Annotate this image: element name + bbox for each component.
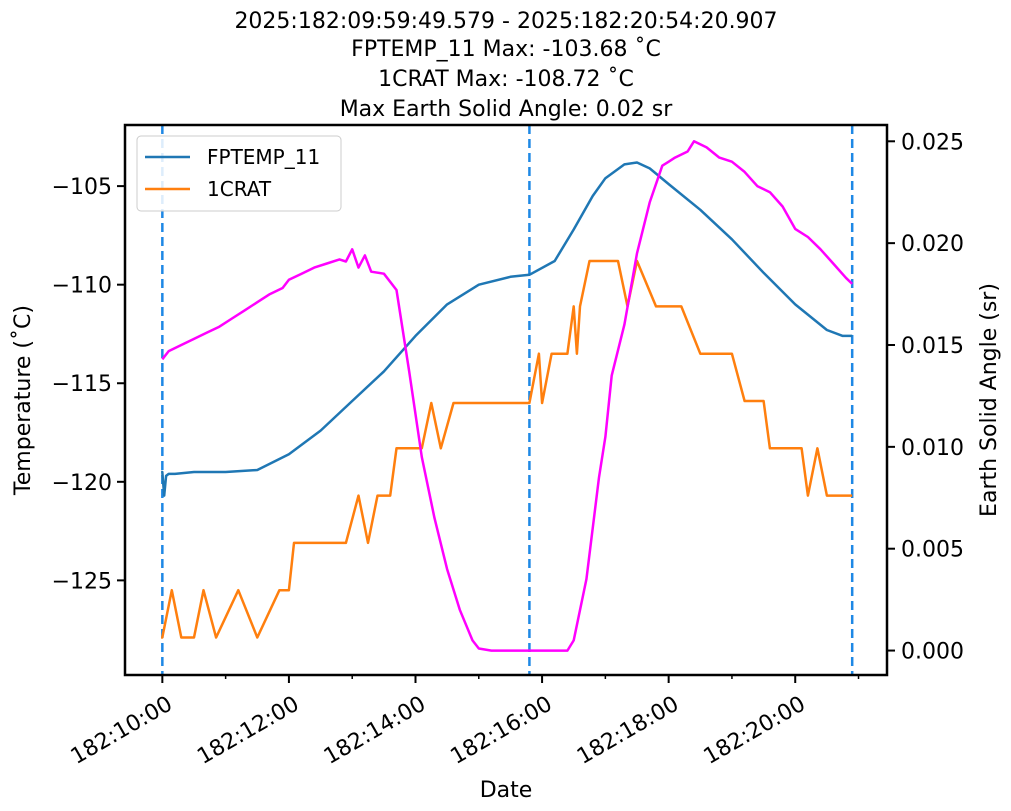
y-tick-label: −110 bbox=[52, 274, 112, 299]
title-line-1: 2025:182:09:59:49.579 - 2025:182:20:54:2… bbox=[234, 9, 777, 34]
x-tick-label: 182:18:00 bbox=[573, 692, 683, 770]
y2-tick-label: 0.025 bbox=[901, 130, 964, 155]
legend-label-1crat: 1CRAT bbox=[207, 177, 272, 201]
series-line-earth-solid-angle bbox=[161, 140, 854, 652]
y2-tick-label: 0.000 bbox=[901, 640, 964, 665]
x-tick-label: 182:12:00 bbox=[193, 692, 303, 770]
title-line-4: Max Earth Solid Angle: 0.02 sr bbox=[340, 97, 674, 122]
series-line-fptemp-11 bbox=[161, 161, 853, 497]
chart-title: 2025:182:09:59:49.579 - 2025:182:20:54:2… bbox=[234, 9, 777, 122]
title-line-2: FPTEMP_11 Max: -103.68 ˚C bbox=[351, 37, 661, 62]
y2-tick-label: 0.015 bbox=[901, 334, 964, 359]
x-tick-label: 182:10:00 bbox=[67, 692, 177, 770]
y2-axis-label: Earth Solid Angle (sr) bbox=[977, 283, 1002, 517]
plot-frame bbox=[123, 123, 889, 677]
y-tick-label: −105 bbox=[52, 175, 112, 200]
y2-tick-label: 0.005 bbox=[901, 538, 964, 563]
y2-tick-label: 0.010 bbox=[901, 436, 964, 461]
title-line-3: 1CRAT Max: -108.72 ˚C bbox=[378, 67, 634, 92]
legend-box bbox=[136, 135, 342, 212]
y2-tick-label: 0.020 bbox=[901, 232, 964, 257]
y-axis-label: Temperature (˚C) bbox=[11, 305, 36, 496]
legend: FPTEMP_11 1CRAT bbox=[136, 135, 342, 212]
x-tick-label: 182:20:00 bbox=[700, 692, 810, 770]
x-axis-label: Date bbox=[480, 778, 533, 803]
x-tick-label: 182:16:00 bbox=[446, 692, 556, 770]
y-tick-label: −115 bbox=[52, 372, 112, 397]
series-line-1crat bbox=[161, 259, 853, 639]
legend-label-fptemp: FPTEMP_11 bbox=[207, 145, 320, 169]
y-tick-label: −125 bbox=[52, 569, 112, 594]
y-tick-label: −120 bbox=[52, 471, 112, 496]
x-tick-label: 182:14:00 bbox=[320, 692, 430, 770]
